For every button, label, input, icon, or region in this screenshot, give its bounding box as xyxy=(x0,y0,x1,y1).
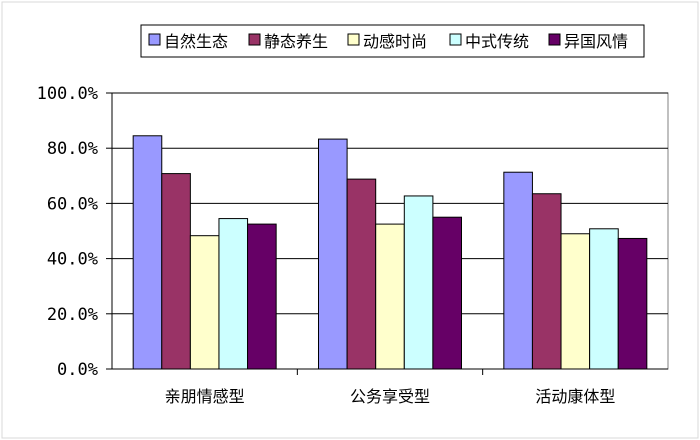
legend-label: 静态养生 xyxy=(264,32,328,51)
legend-label: 自然生态 xyxy=(164,32,228,51)
bar xyxy=(247,223,277,370)
bar xyxy=(161,173,191,370)
bars xyxy=(132,135,648,370)
bar xyxy=(375,223,405,370)
bar xyxy=(132,135,163,370)
bar xyxy=(189,235,220,370)
bar xyxy=(403,195,434,370)
legend-swatch xyxy=(248,33,261,46)
bar xyxy=(560,233,591,370)
y-tick-label: 40.0% xyxy=(47,250,98,270)
y-tick-label: 60.0% xyxy=(47,194,98,214)
y-tick-label: 0.0% xyxy=(57,360,98,380)
y-tick-label: 20.0% xyxy=(47,305,98,325)
legend-swatch xyxy=(347,33,360,46)
x-category-label: 公务享受型 xyxy=(350,387,430,406)
bar xyxy=(346,178,377,370)
legend: 自然生态 静态养生 动感时尚 中式传统 异国风情 xyxy=(140,24,645,58)
bar xyxy=(318,138,348,370)
y-tick-label: 80.0% xyxy=(47,139,98,159)
bar xyxy=(531,193,562,370)
y-tick-label: 100.0% xyxy=(37,84,98,104)
legend-swatch xyxy=(449,33,462,46)
x-axis-categories: 亲朋情感型 公务享受型 活动康体型 xyxy=(165,369,615,406)
legend-label: 中式传统 xyxy=(465,32,529,51)
x-category-label: 亲朋情感型 xyxy=(165,387,245,406)
bar xyxy=(617,237,648,370)
bar xyxy=(432,216,462,370)
legend-label: 动感时尚 xyxy=(363,32,427,51)
bar xyxy=(503,171,533,370)
bar xyxy=(589,228,619,370)
legend-swatch xyxy=(548,33,561,46)
x-category-label: 活动康体型 xyxy=(535,387,615,406)
legend-swatch xyxy=(148,33,161,46)
legend-label: 异国风情 xyxy=(564,32,628,51)
y-axis-ticks: 0.0% 20.0% 40.0% 60.0% 80.0% 100.0% xyxy=(37,84,112,380)
bar xyxy=(218,218,249,370)
